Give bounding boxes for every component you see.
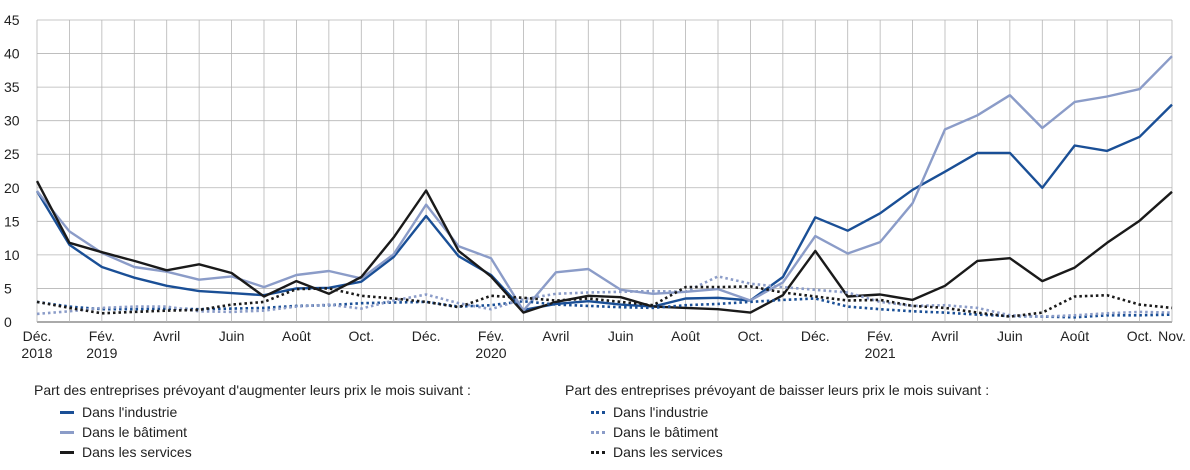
line-chart: 0 5 10 15 20 25 30 35 40 45 Déc. 2018 Fév. 2019 Avril… <box>4 12 1186 361</box>
y-axis: 0 5 10 15 20 25 30 35 40 45 <box>4 12 20 330</box>
series-line-decrease-3 <box>36 297 1173 319</box>
legend-item: Dans le bâtiment <box>34 422 471 442</box>
x-tick-label: Avril <box>542 328 569 344</box>
x-tick-label: Déc. <box>801 328 830 344</box>
legend-label: Dans les services <box>82 444 192 460</box>
legend-item: Dans les services <box>565 442 989 462</box>
chart-grid <box>36 19 1173 323</box>
x-tick-label: Oct. <box>1127 328 1153 344</box>
legend-label: Dans le bâtiment <box>82 424 188 440</box>
x-tick-label: Oct. <box>738 328 764 344</box>
x-tick-label: Avril <box>153 328 180 344</box>
legend-swatch-batiment-decrease <box>591 430 605 434</box>
y-tick-label: 10 <box>4 247 20 263</box>
y-tick-label: 45 <box>4 12 20 28</box>
x-tick-label: Fév. 2021 <box>865 328 896 361</box>
y-tick-label: 0 <box>4 314 12 330</box>
y-tick-label: 40 <box>4 46 20 62</box>
legend-decrease-title: Part des entreprises prévoyant de baisse… <box>565 382 990 398</box>
legend-swatch-services-increase <box>60 450 74 454</box>
legend-swatch-industrie-decrease <box>591 410 605 414</box>
x-tick-label: Août <box>671 328 700 344</box>
chart-series <box>35 55 1173 319</box>
x-tick-label: Fév. 2020 <box>475 328 506 361</box>
legend-decrease: Part des entreprises prévoyant de baisse… <box>565 382 989 462</box>
series-line-increase-0 <box>35 103 1173 312</box>
legend-item: Dans l'industrie <box>34 402 471 422</box>
legend-swatch-batiment-increase <box>60 430 74 434</box>
x-tick-label: Août <box>1060 328 1089 344</box>
legend-label: Dans le bâtiment <box>613 424 719 440</box>
y-tick-label: 30 <box>4 113 20 129</box>
series-line-increase-1 <box>36 55 1173 312</box>
x-tick-label: Oct. <box>348 328 374 344</box>
x-tick-label: Juin <box>608 328 634 344</box>
x-tick-label: Déc. <box>412 328 441 344</box>
y-tick-label: 25 <box>4 146 20 162</box>
x-axis: Déc. 2018 Fév. 2019 Avril Juin Août Oct. Déc. Fév… <box>21 328 1185 361</box>
y-tick-label: 20 <box>4 180 20 196</box>
legend-label: Dans les services <box>613 444 723 460</box>
x-tick-label: Déc. 2018 <box>21 328 52 361</box>
legend-increase-title: Part des entreprises prévoyant d'augment… <box>34 382 471 398</box>
series-line-increase-2 <box>35 180 1173 314</box>
x-tick-label: Juin <box>997 328 1023 344</box>
legend-item: Dans les services <box>34 442 471 462</box>
x-tick-label: Juin <box>219 328 245 344</box>
x-tick-label: Nov. <box>1158 328 1186 344</box>
x-tick-label: Avril <box>932 328 959 344</box>
x-tick-label: Août <box>282 328 311 344</box>
legend-label: Dans l'industrie <box>613 404 709 420</box>
x-tick-label: Fév. 2019 <box>86 328 117 361</box>
y-tick-label: 5 <box>4 280 12 296</box>
legend-item: Dans le bâtiment <box>565 422 989 442</box>
y-tick-label: 35 <box>4 79 20 95</box>
y-tick-label: 15 <box>4 213 20 229</box>
series-line-decrease-4 <box>36 275 1173 318</box>
legend-swatch-services-decrease <box>591 450 605 454</box>
legend-item: Dans l'industrie <box>565 402 989 422</box>
legend-increase: Part des entreprises prévoyant d'augment… <box>34 382 471 462</box>
legend-swatch-industrie-increase <box>60 410 74 414</box>
legend-label: Dans l'industrie <box>82 404 178 420</box>
